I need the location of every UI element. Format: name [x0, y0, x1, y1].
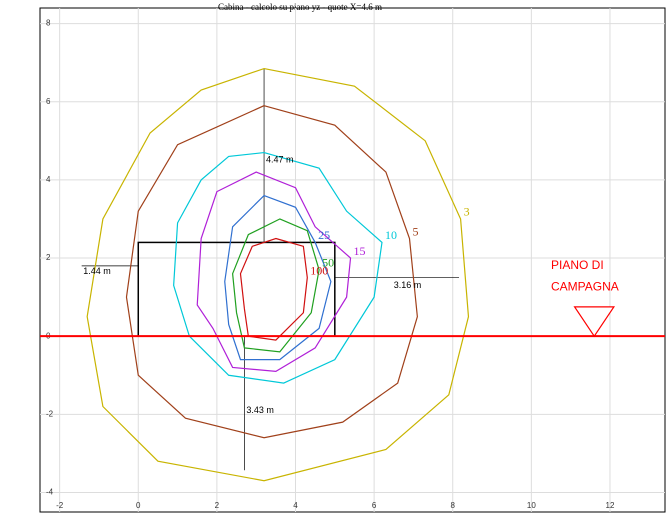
x-tick-label: 0 [136, 501, 141, 510]
annotation: 1.44 m [83, 266, 111, 276]
contour-label: 10 [385, 228, 397, 242]
contour-line [231, 218, 320, 353]
annotation: 4.47 m [266, 155, 294, 165]
y-tick-label: 2 [46, 253, 51, 262]
annotation: PIANO DI [551, 258, 604, 272]
contour-line [173, 151, 383, 384]
x-tick-label: 12 [606, 501, 615, 510]
annotation: 3.16 m [394, 280, 422, 290]
contour-line [224, 194, 332, 361]
x-tick-label: 2 [215, 501, 220, 510]
ground-marker [573, 306, 616, 338]
contour-line [239, 237, 308, 341]
y-tick-label: 8 [46, 19, 51, 28]
y-tick-label: 6 [46, 97, 51, 106]
contour-label: 15 [354, 244, 366, 258]
y-tick-label: 4 [46, 175, 51, 184]
contour-line [86, 67, 470, 482]
chart-title: Cabina - calcolo su piano yz - quote X=4… [218, 2, 382, 12]
y-tick-label: -2 [46, 409, 54, 418]
annotation: CAMPAGNA [551, 280, 619, 294]
contour-label: 25 [318, 228, 330, 242]
contour-label: 3 [464, 205, 470, 219]
contour-label: 100 [310, 263, 328, 277]
annotation: 3.43 m [246, 405, 274, 415]
x-tick-label: 4 [293, 501, 298, 510]
contour-label: 50 [322, 256, 334, 270]
x-tick-label: 10 [527, 501, 536, 510]
contour-line [125, 105, 418, 439]
plot-frame [39, 7, 666, 513]
x-tick-label: -2 [56, 501, 64, 510]
y-tick-label: -4 [46, 488, 54, 497]
contour-line [196, 171, 352, 372]
x-tick-label: 8 [451, 501, 456, 510]
x-tick-label: 6 [372, 501, 377, 510]
contour-label: 5 [412, 224, 418, 238]
